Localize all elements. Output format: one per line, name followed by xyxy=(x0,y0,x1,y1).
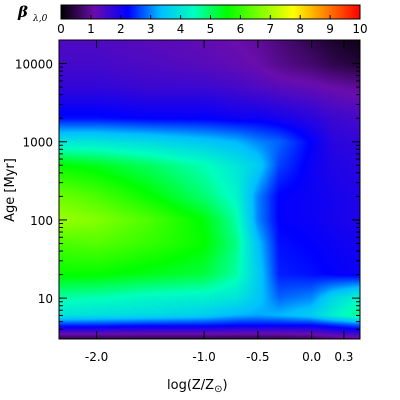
x-axis-ticks: -2.0 -1.0 -0.5 0.0 0.3 xyxy=(85,40,353,364)
colorbar-tick-label: 6 xyxy=(237,22,245,36)
x-tick-label: 0.0 xyxy=(302,350,321,364)
colorbar-title: β xyxy=(17,3,28,21)
x-tick-label: 0.3 xyxy=(334,350,353,364)
x-axis-label: log(Z/Z⊙) xyxy=(167,378,228,395)
colorbar-tick-label: 4 xyxy=(177,22,185,36)
y-axis-ticks: 10 100 1000 10000 xyxy=(15,39,360,340)
y-axis-label: Age [Myr] xyxy=(3,158,18,222)
colorbar-tick-label: 1 xyxy=(87,22,95,36)
colorbar-tick-label: 7 xyxy=(266,22,274,36)
colorbar-title-subscript: λ,0 xyxy=(32,14,48,24)
colorbar-tick-label: 0 xyxy=(57,22,65,36)
y-tick-label: 1000 xyxy=(22,136,53,150)
colorbar-tick-label: 5 xyxy=(207,22,215,36)
colorbar-tick-label: 3 xyxy=(147,22,155,36)
colorbar-tick-label: 9 xyxy=(326,22,334,36)
x-tick-label: -1.0 xyxy=(192,350,215,364)
plot-frame xyxy=(58,39,361,340)
y-tick-label: 10 xyxy=(38,292,53,306)
colorbar: β λ,0 0 1 2 3 4 5 6 7 8 9 10 xyxy=(17,3,368,36)
x-tick-label: -2.0 xyxy=(85,350,108,364)
heatmap-image xyxy=(59,40,360,339)
colorbar-tick-label: 2 xyxy=(117,22,125,36)
colorbar-tick-label: 10 xyxy=(352,22,367,36)
colorbar-gradient xyxy=(61,5,360,19)
colorbar-ticks: 0 1 2 3 4 5 6 7 8 9 10 xyxy=(57,15,368,36)
heatmap-panel: -2.0 -1.0 -0.5 0.0 0.3 10 100 1000 10000 xyxy=(15,39,361,364)
y-tick-label: 100 xyxy=(30,214,53,228)
y-tick-label: 10000 xyxy=(15,58,53,72)
colorbar-tick-label: 8 xyxy=(296,22,304,36)
x-tick-label: -0.5 xyxy=(246,350,269,364)
